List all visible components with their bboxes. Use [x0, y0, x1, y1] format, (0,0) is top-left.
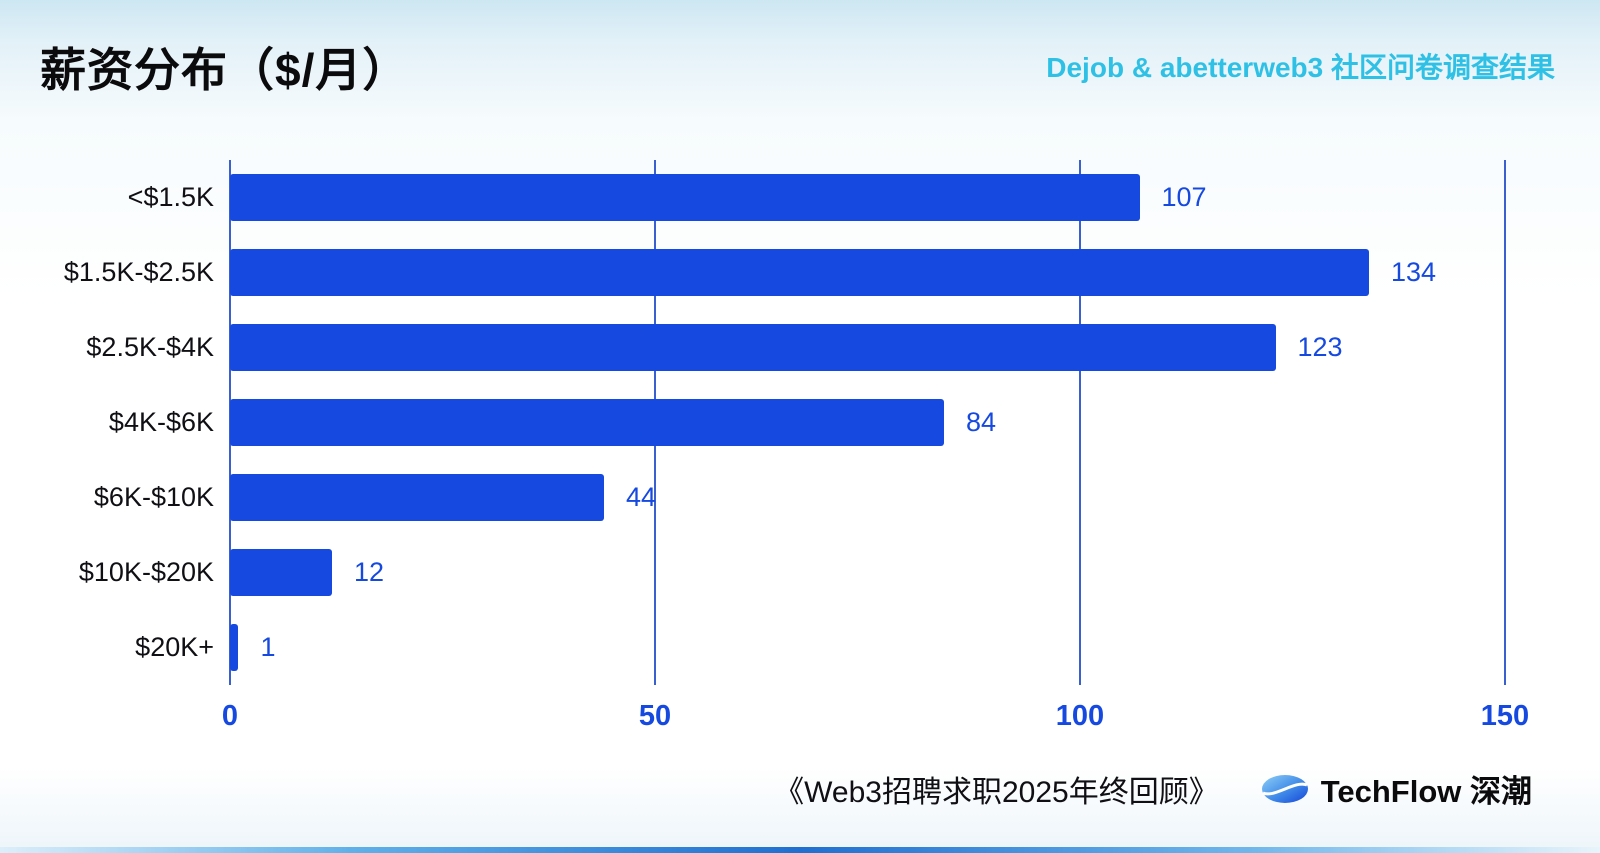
bar-row: 134 [230, 235, 1505, 310]
bar [230, 324, 1276, 371]
gridline [1504, 160, 1506, 685]
x-axis: 0 50 100 150 [222, 700, 1529, 740]
bar [230, 624, 239, 671]
plot-area: 107 134 123 84 44 12 1 [229, 160, 1506, 685]
y-axis-label: $20K+ [135, 632, 214, 662]
gridline [1079, 160, 1081, 685]
value-label: 1 [260, 632, 276, 662]
footer: 《Web3招聘求职2025年终回顾》 TechFlow 深潮 [774, 766, 1532, 811]
y-axis-label: $1.5K-$2.5K [63, 257, 214, 287]
bar [230, 549, 332, 596]
bar [230, 474, 604, 521]
bar [230, 399, 944, 446]
value-label: 107 [1161, 182, 1207, 212]
bar-row: 44 [230, 460, 1505, 535]
value-label: 134 [1391, 257, 1437, 287]
techflow-logo-icon [1261, 774, 1309, 804]
page-title: 薪资分布（$/月） [40, 44, 410, 96]
x-tick-label: 150 [1480, 700, 1530, 732]
x-tick-label: 50 [638, 700, 672, 732]
value-label: 12 [354, 557, 385, 587]
bottom-accent-strip [0, 847, 1600, 853]
brand: TechFlow 深潮 [1261, 766, 1532, 811]
x-tick-label: 100 [1055, 700, 1105, 732]
survey-source-subtitle: Dejob & abetterweb3 社区问卷调查结果 [1046, 52, 1555, 83]
y-axis-label: $10K-$20K [78, 557, 214, 587]
bar [230, 174, 1140, 221]
y-axis-label: $2.5K-$4K [86, 332, 214, 362]
value-label: 84 [966, 407, 997, 437]
y-axis-labels: <$1.5K $1.5K-$2.5K $2.5K-$4K $4K-$6K $6K-$10… [40, 160, 230, 685]
value-label: 123 [1297, 332, 1343, 362]
bar [230, 249, 1369, 296]
value-label: 44 [626, 482, 657, 512]
bars-container: 107 134 123 84 44 12 1 [230, 160, 1505, 685]
bar-row: 12 [230, 535, 1505, 610]
y-axis-label: $6K-$10K [93, 482, 214, 512]
report-source-text: 《Web3招聘求职2025年终回顾》 [774, 775, 1219, 809]
bar-row: 123 [230, 310, 1505, 385]
y-axis-label: $4K-$6K [108, 407, 214, 437]
salary-bar-chart: <$1.5K $1.5K-$2.5K $2.5K-$4K $4K-$6K $6K-$10… [40, 160, 1506, 685]
bar-row: 1 [230, 610, 1505, 685]
y-axis-label: <$1.5K [127, 182, 214, 212]
bar-row: 107 [230, 160, 1505, 235]
header: 薪资分布（$/月） Dejob & abetterweb3 社区问卷调查结果 [40, 34, 1555, 100]
bar-row: 84 [230, 385, 1505, 460]
brand-name: TechFlow 深潮 [1320, 774, 1532, 809]
x-tick-label: 0 [221, 700, 239, 732]
